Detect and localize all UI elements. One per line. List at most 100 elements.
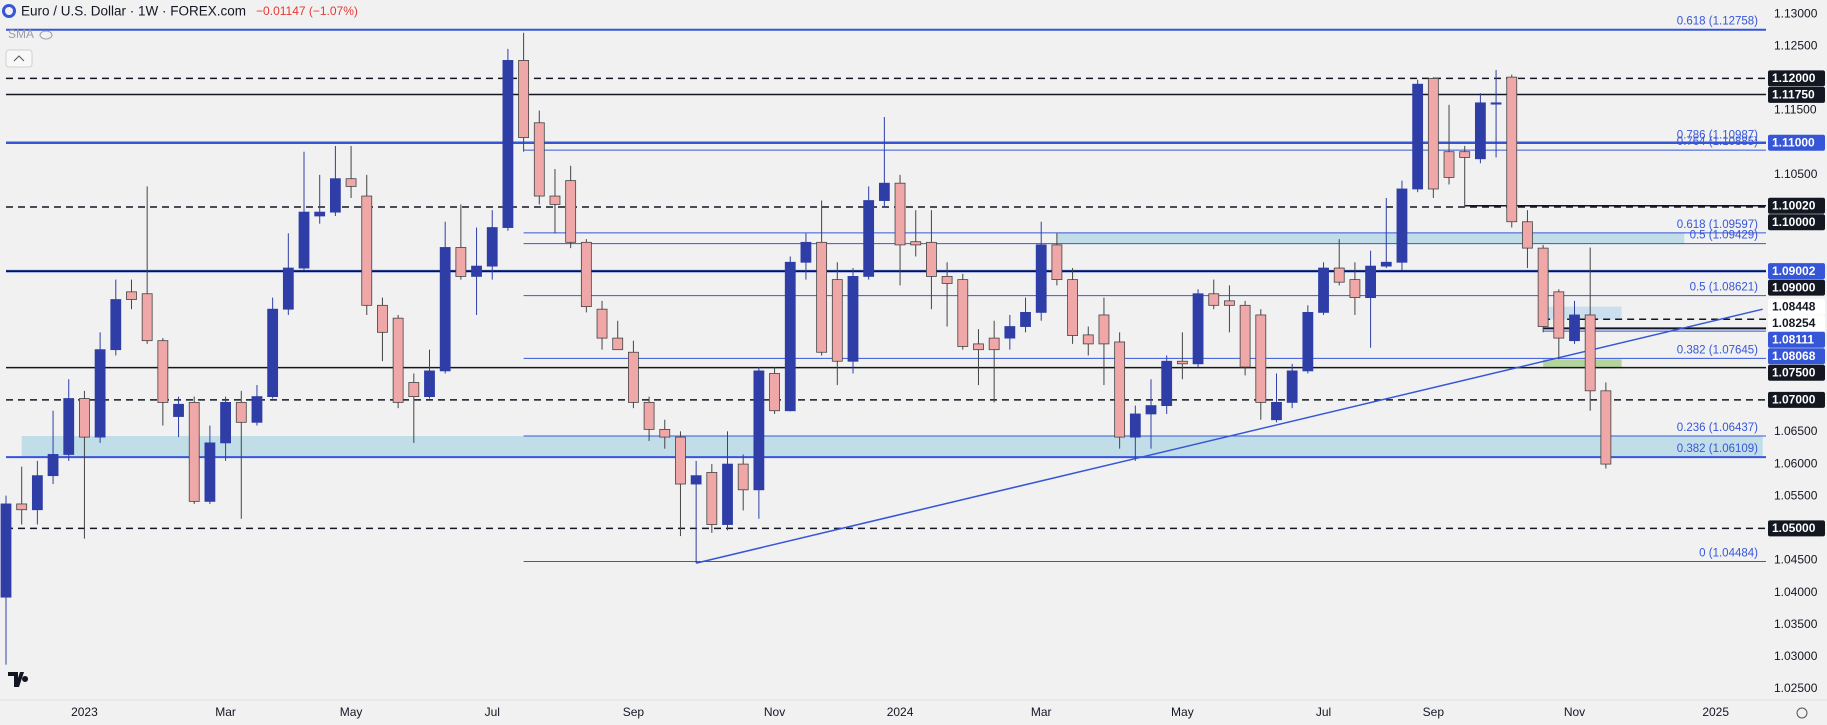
candle-body: [1239, 304, 1251, 368]
candle-body: [1553, 291, 1565, 339]
candle-body: [894, 182, 906, 246]
candle-body: [220, 401, 231, 444]
candle-body: [722, 463, 733, 525]
candle-body: [1082, 334, 1094, 345]
candle-body: [1365, 265, 1376, 299]
candle-body: [580, 241, 592, 308]
y-tick-label: 1.12500: [1774, 38, 1818, 52]
price-badge-label: 1.08068: [1772, 349, 1816, 363]
fib-label: 0.5 (1.08621): [1690, 282, 1759, 294]
candle-body: [282, 267, 294, 310]
fib-label: 0.382 (1.07645): [1677, 344, 1758, 356]
price-badge: [1768, 134, 1825, 151]
candle-body: [831, 279, 843, 362]
candle-body: [1286, 370, 1298, 403]
candle-body: [1129, 413, 1141, 438]
visibility-icon[interactable]: [39, 30, 53, 40]
candle-body: [126, 291, 137, 300]
candle-body: [439, 247, 451, 372]
candle-body: [1271, 401, 1282, 421]
price-badge-label: 1.10000: [1772, 215, 1816, 229]
candle-body: [549, 195, 561, 205]
candle-body: [847, 276, 859, 362]
y-tick-label: 1.13000: [1774, 6, 1818, 20]
candle-body: [533, 122, 545, 197]
candle-body: [596, 308, 608, 339]
candle-body: [16, 503, 28, 511]
candle-body: [878, 182, 890, 201]
candle-body: [314, 211, 326, 217]
tradingview-logo: [8, 672, 29, 687]
candle-body: [424, 370, 435, 398]
candle-body: [926, 241, 937, 277]
candle-body: [1412, 83, 1424, 190]
candle-body: [298, 211, 310, 269]
price-badge: [1768, 197, 1825, 214]
candle-body: [1584, 314, 1596, 392]
x-tick-label: Jul: [485, 705, 500, 719]
candle-body: [1380, 261, 1392, 267]
chart-title: Euro / U.S. Dollar · 1W · FOREX.com: [21, 4, 246, 19]
x-tick-label: Jul: [1316, 705, 1331, 719]
price-badge-label: 1.07000: [1772, 392, 1816, 406]
y-tick-label: 1.03500: [1774, 617, 1818, 631]
candle-body: [267, 308, 279, 398]
candle-body: [1098, 314, 1110, 345]
candle-body: [1020, 311, 1031, 327]
candle-body: [1176, 360, 1188, 365]
candle-body: [486, 227, 498, 267]
candle-body: [471, 265, 482, 277]
y-tick-label: 1.10500: [1774, 167, 1818, 181]
x-tick-label: Mar: [215, 705, 236, 719]
price-change: −0.01147 (−1.07%): [256, 4, 358, 18]
symbol-icon: [5, 7, 13, 15]
candle-body: [157, 340, 169, 403]
candle-body: [408, 382, 420, 398]
candle-body: [0, 503, 12, 598]
candle-body: [988, 337, 1000, 351]
candle-body: [1396, 188, 1408, 263]
candle-body: [377, 304, 388, 333]
candle-body: [941, 276, 953, 284]
candle-body: [690, 475, 702, 485]
collapse-button[interactable]: [5, 49, 33, 68]
candle-body: [47, 454, 59, 477]
price-badge-label: 1.08448: [1772, 299, 1816, 313]
candle-body: [800, 241, 812, 263]
settings-icon[interactable]: [1796, 707, 1808, 719]
header: Euro / U.S. Dollar · 1W · FOREX.com −0.0…: [2, 4, 358, 68]
y-tick-label: 1.03000: [1774, 649, 1818, 663]
candle-body: [816, 241, 828, 353]
fib-label: 0.786 (1.10987): [1677, 130, 1758, 142]
candle-body: [173, 403, 184, 417]
candle-body: [1459, 151, 1471, 158]
candle-body: [628, 351, 639, 403]
candle-body: [361, 195, 373, 306]
price-badge: [1768, 331, 1825, 348]
x-tick-label: 2023: [71, 705, 98, 719]
candle-body: [188, 401, 200, 502]
price-badge-label: 1.11750: [1772, 88, 1815, 102]
candle-body: [863, 200, 875, 277]
fib-label: 0.382 (1.06109): [1677, 443, 1758, 455]
price-badge: [1768, 364, 1825, 381]
candle-body: [1569, 314, 1580, 342]
candle-body: [235, 401, 247, 423]
candle-body: [455, 247, 467, 277]
fib-label: 0.5 (1.09429): [1690, 230, 1759, 242]
price-badge: [1768, 70, 1825, 87]
candle-body: [706, 472, 718, 525]
price-badge-label: 1.05000: [1772, 521, 1816, 535]
candle-body: [753, 370, 765, 491]
price-badge: [1768, 391, 1825, 408]
candle-body: [141, 293, 153, 342]
zone: [1056, 232, 1685, 244]
candle-body: [910, 241, 922, 246]
x-tick-label: Mar: [1031, 705, 1052, 719]
candle-body: [973, 343, 984, 351]
indicator-label[interactable]: SMA: [8, 27, 34, 41]
x-tick-label: 2024: [887, 705, 914, 719]
price-badge: [1768, 298, 1825, 315]
candle-body: [502, 60, 514, 228]
